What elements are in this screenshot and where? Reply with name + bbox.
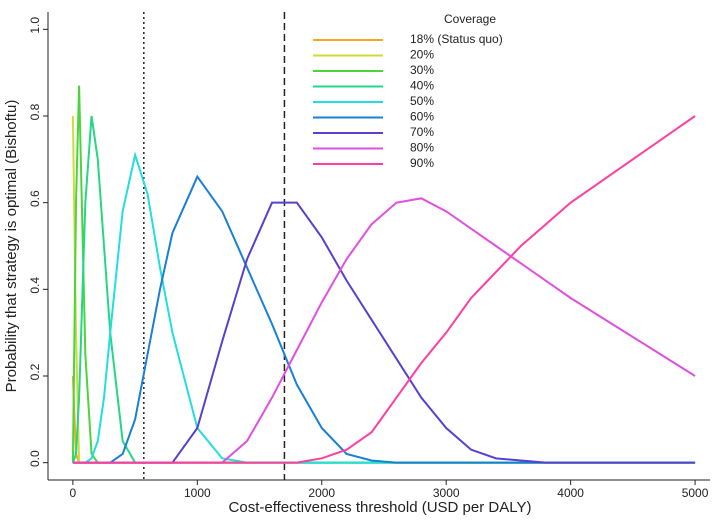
series-line: [71, 375, 696, 464]
legend-label: 50%: [410, 94, 434, 108]
x-tick-label: 1000: [184, 486, 211, 500]
y-tick-label: 1.0: [28, 17, 42, 34]
legend-label: 70%: [410, 125, 434, 139]
legend-label: 80%: [410, 141, 434, 155]
x-tick-label: 4000: [557, 486, 584, 500]
y-tick-label: 0.4: [28, 277, 42, 294]
y-tick-label: 0.0: [28, 450, 42, 467]
series-line: [72, 174, 696, 464]
x-axis-label: Cost-effectiveness threshold (USD per DA…: [229, 499, 532, 516]
legend-label: 60%: [410, 110, 434, 124]
series-line: [71, 115, 696, 464]
series-line: [72, 115, 696, 464]
y-tick-label: 0.8: [28, 103, 42, 120]
legend-label: 18% (Status quo): [410, 32, 503, 46]
x-tick-label: 3000: [433, 486, 460, 500]
x-tick-label: 0: [70, 486, 77, 500]
legend-label: 20%: [410, 48, 434, 62]
legend-label: 30%: [410, 63, 434, 77]
y-tick-label: 0.6: [28, 190, 42, 207]
x-tick-label: 2000: [308, 486, 335, 500]
series-line: [72, 197, 696, 464]
y-tick-label: 0.2: [28, 363, 42, 380]
legend-title: Coverage: [444, 12, 496, 26]
legend-label: 90%: [410, 156, 434, 170]
x-tick-label: 5000: [682, 486, 709, 500]
legend-label: 40%: [410, 79, 434, 93]
series-line: [71, 85, 696, 464]
y-axis-label: Probability that strategy is optimal (Bi…: [3, 100, 20, 393]
series-line: [72, 201, 696, 464]
series-line: [71, 115, 696, 464]
